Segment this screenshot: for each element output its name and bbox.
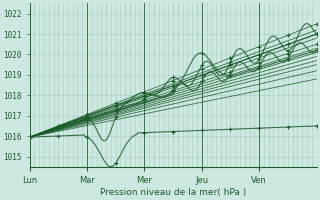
X-axis label: Pression niveau de la mer( hPa ): Pression niveau de la mer( hPa ) <box>100 188 246 197</box>
